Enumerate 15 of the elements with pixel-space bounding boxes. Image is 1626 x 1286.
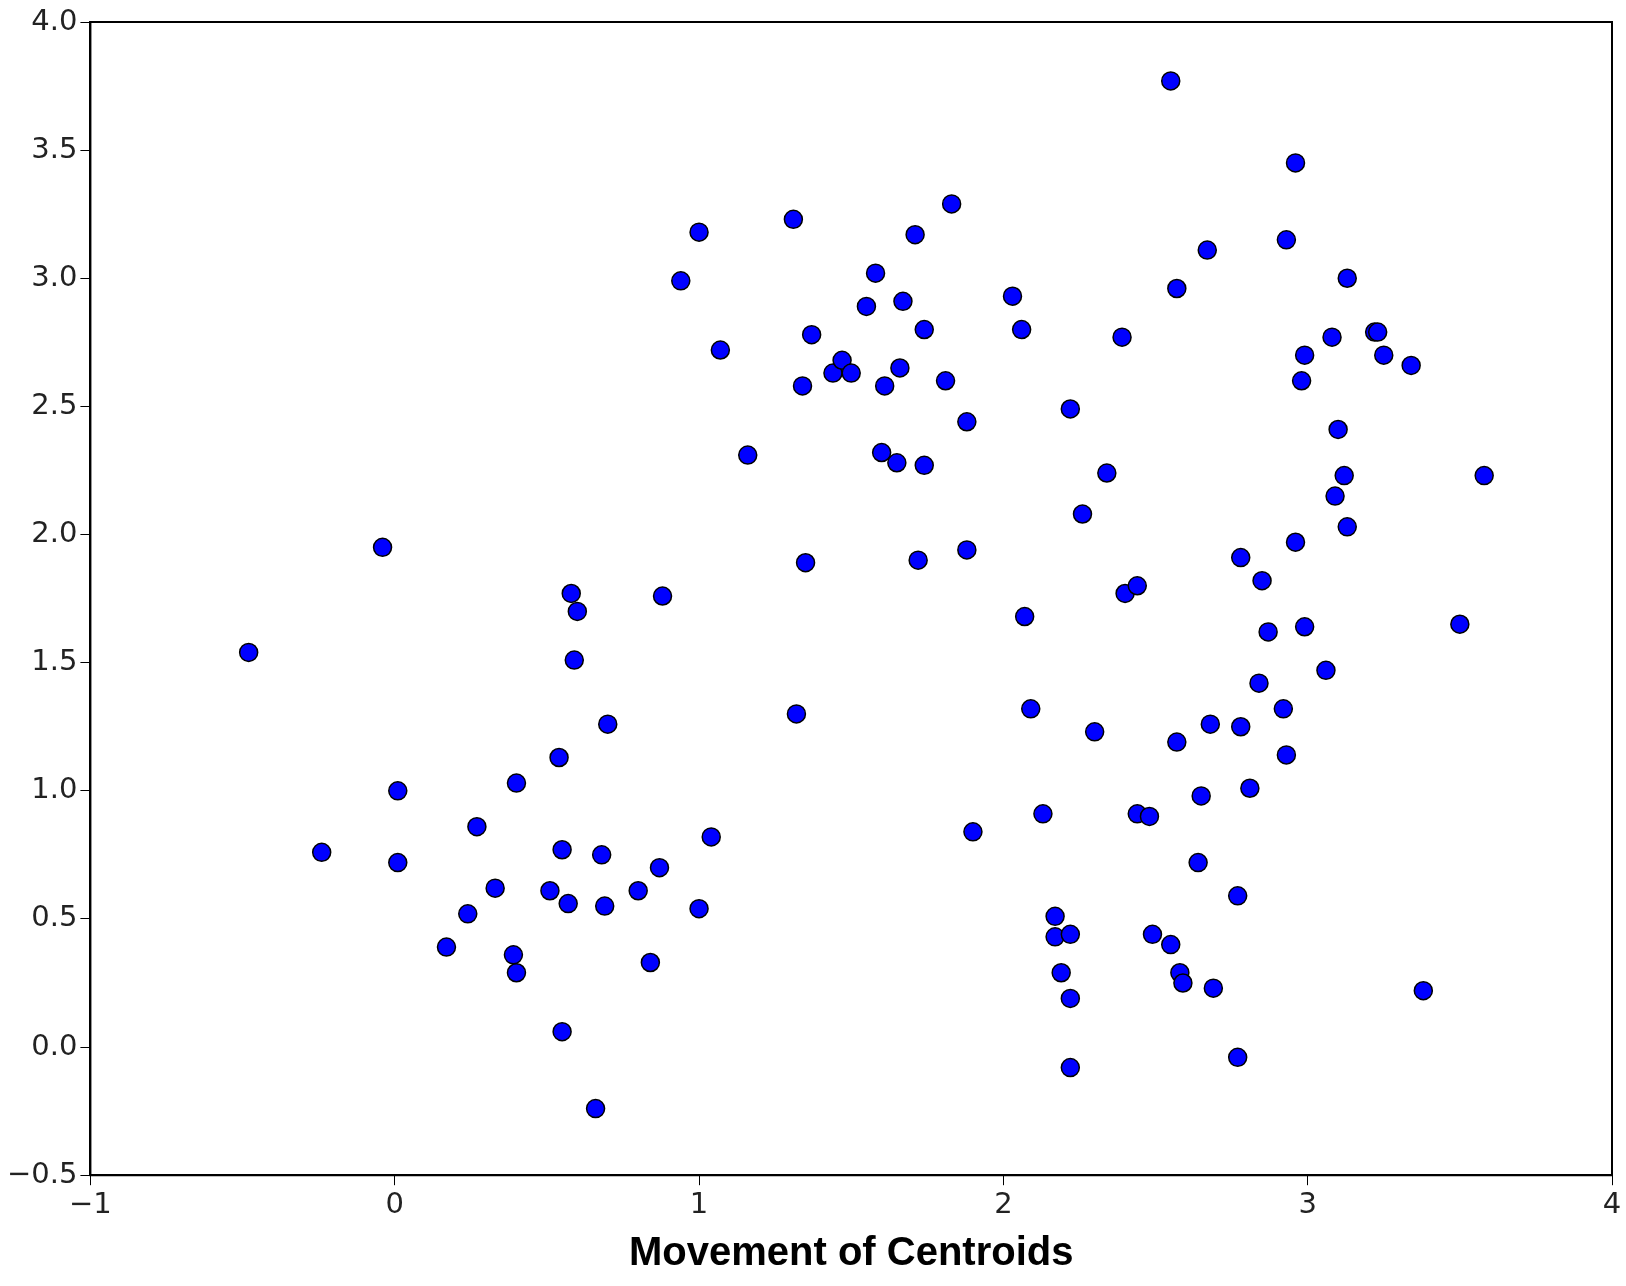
y-tick-label: 0.0 xyxy=(31,1027,78,1062)
y-tick-label: 1.0 xyxy=(31,771,78,806)
y-tick-label: 3.0 xyxy=(31,258,78,293)
x-tick-label: 2 xyxy=(994,1186,1013,1221)
y-tick-label: 2.0 xyxy=(31,515,78,550)
y-tick-label: 4.0 xyxy=(31,2,78,37)
x-axis-title: Movement of Centroids xyxy=(628,1229,1074,1274)
x-tick-label: 4 xyxy=(1602,1186,1622,1221)
y-tick-label: 2.5 xyxy=(31,386,78,421)
y-tick-label: 1.5 xyxy=(31,643,78,678)
x-tick-label: 1 xyxy=(689,1186,709,1221)
y-tick-label: 3.5 xyxy=(31,130,78,165)
x-tick-label: 3 xyxy=(1298,1186,1317,1221)
y-tick-label: 0.5 xyxy=(31,899,78,934)
x-tick-label: 0 xyxy=(385,1186,404,1221)
